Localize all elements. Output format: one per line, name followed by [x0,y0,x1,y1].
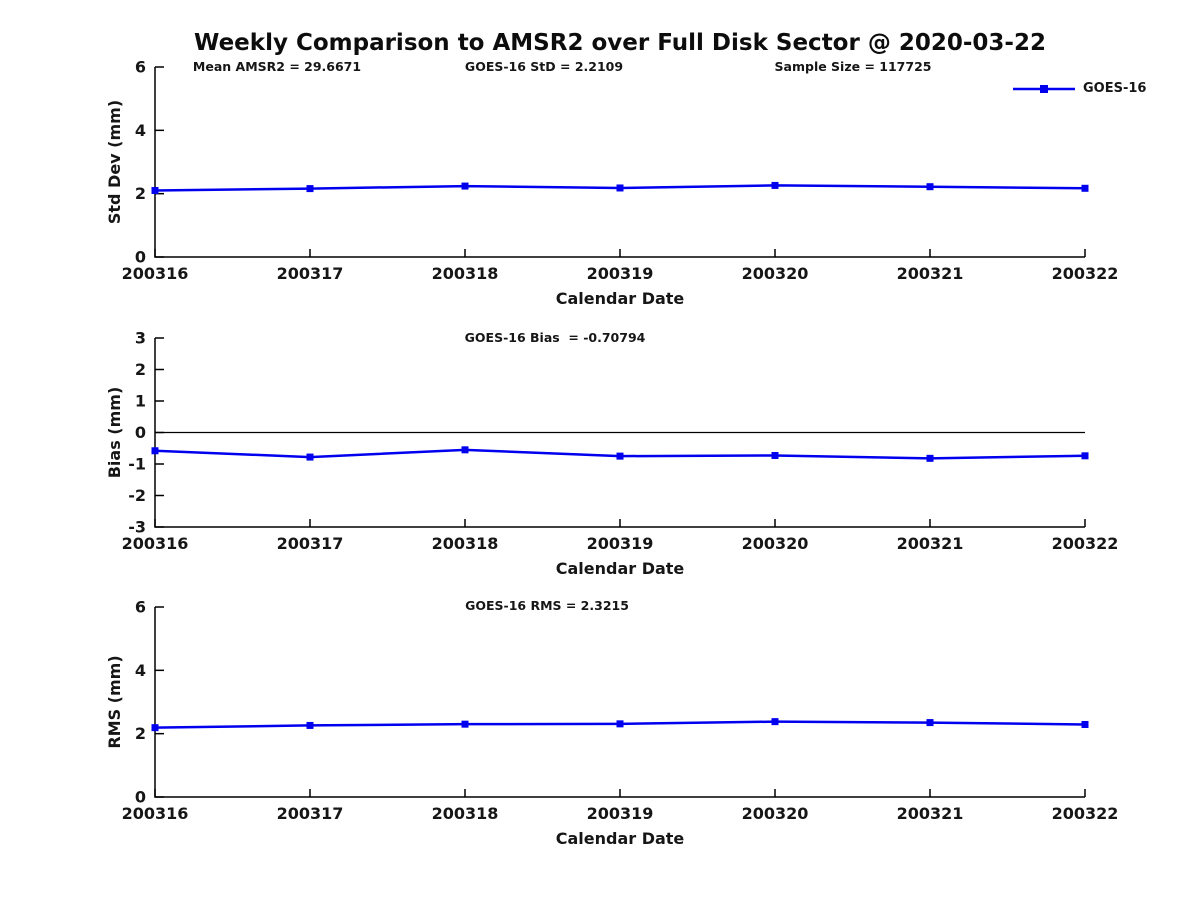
x-tick-label: 200319 [587,264,654,283]
x-tick-label: 200322 [1052,804,1119,823]
data-point [151,447,159,455]
data-point [461,446,469,454]
data-point [926,719,934,727]
y-tick-label: 0 [135,248,146,267]
stat-goes16-rms: GOES-16 RMS = 2.3215 [465,598,629,613]
y-tick-label: -2 [128,486,146,505]
y-axis-label: Std Dev (mm) [105,100,124,224]
y-axis-label: Bias (mm) [105,387,124,479]
x-tick-label: 200318 [432,534,499,553]
x-tick-label: 200319 [587,804,654,823]
data-point [151,724,159,732]
data-point [306,453,314,461]
data-point [616,720,624,728]
y-tick-label: 6 [135,58,146,77]
rms-panel-axes [154,607,1085,798]
x-tick-label: 200316 [122,534,189,553]
data-point [616,452,624,460]
data-point [1081,452,1089,460]
x-tick-label: 200319 [587,534,654,553]
data-point [926,183,934,191]
stat-sample-size: Sample Size = 117725 [774,59,932,74]
x-axis-label: Calendar Date [556,289,685,308]
x-axis-label: Calendar Date [556,559,685,578]
y-tick-label: 0 [135,788,146,807]
x-tick-label: 200320 [742,534,809,553]
x-tick-label: 200316 [122,804,189,823]
x-tick-label: 200322 [1052,264,1119,283]
y-tick-label: 6 [135,598,146,617]
y-tick-label: 3 [135,329,146,348]
legend-label: GOES-16 [1083,81,1147,96]
data-point [771,718,779,726]
x-axis-label: Calendar Date [556,829,685,848]
data-point [926,454,934,462]
y-tick-label: 4 [135,121,146,140]
std-dev-panel-axes [154,67,1085,258]
x-tick-label: 200322 [1052,534,1119,553]
y-tick-label: -3 [128,518,146,537]
legend-line-sample-icon [1013,84,1075,93]
y-tick-label: 0 [135,423,146,442]
figure-title: Weekly Comparison to AMSR2 over Full Dis… [194,30,1046,56]
data-point [771,451,779,459]
x-tick-label: 200321 [897,264,964,283]
data-point [461,720,469,728]
x-tick-label: 200316 [122,264,189,283]
stat-goes16-bias: GOES-16 Bias = -0.70794 [464,330,646,345]
x-tick-label: 200320 [742,804,809,823]
x-tick-label: 200318 [432,804,499,823]
x-tick-label: 200321 [897,804,964,823]
data-point [616,184,624,192]
stat-goes16-std: GOES-16 StD = 2.2109 [464,59,624,74]
data-point [1081,184,1089,192]
y-tick-label: 2 [135,184,146,203]
data-point [1081,720,1089,728]
data-point [306,185,314,193]
data-point [771,181,779,189]
x-tick-label: 200318 [432,264,499,283]
y-tick-label: 2 [135,724,146,743]
x-tick-label: 200321 [897,534,964,553]
x-tick-label: 200320 [742,264,809,283]
y-tick-label: 1 [135,392,146,411]
y-tick-label: 2 [135,360,146,379]
x-tick-label: 200317 [277,264,344,283]
stat-mean-amsr2: Mean AMSR2 = 29.6671 [192,59,362,74]
data-point [151,187,159,194]
x-tick-label: 200317 [277,534,344,553]
y-tick-label: -1 [128,455,146,474]
data-point [306,721,314,729]
y-tick-label: 4 [135,661,146,680]
legend: GOES-16 [1012,81,1146,96]
x-tick-label: 200317 [277,804,344,823]
y-axis-label: RMS (mm) [105,655,124,748]
data-point [461,182,469,190]
